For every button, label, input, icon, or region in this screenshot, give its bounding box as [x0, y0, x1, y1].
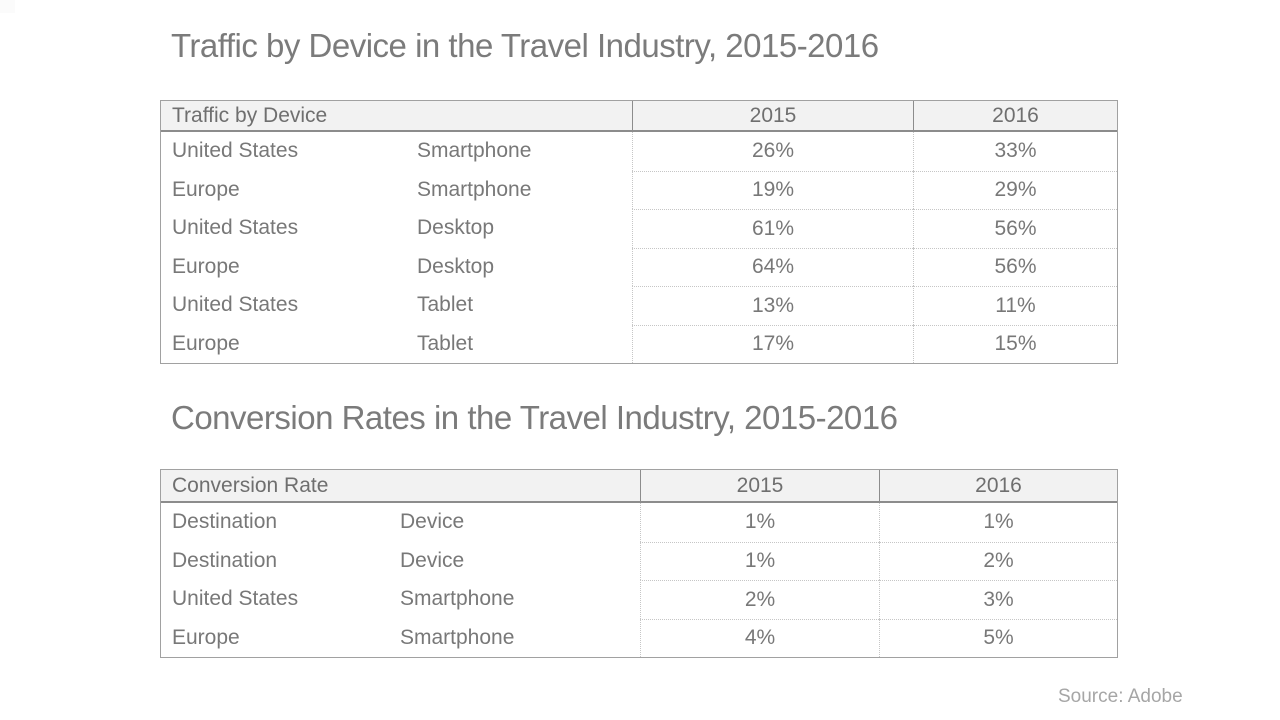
- region-cell: United States: [172, 216, 299, 240]
- value-2015-cell: 19%: [632, 170, 913, 209]
- value-2015-cell: 1%: [640, 541, 879, 580]
- conversion-table-title: Conversion Rates in the Travel Industry,…: [171, 399, 898, 436]
- device-cell: Smartphone: [417, 177, 532, 201]
- value-2016-cell: 29%: [913, 170, 1117, 209]
- traffic-table-title: Traffic by Device in the Travel Industry…: [171, 27, 879, 64]
- table-row: Europe Desktop 64% 56%: [161, 247, 1117, 286]
- conversion-table-header-row: Conversion Rate 2015 2016: [161, 470, 1117, 503]
- table-row: United States Desktop 61% 56%: [161, 209, 1117, 248]
- device-cell: Smartphone: [417, 139, 532, 163]
- value-2015-cell: 4%: [640, 618, 879, 657]
- device-cell: Tablet: [417, 331, 474, 355]
- value-2016-cell: 56%: [913, 247, 1117, 286]
- table-row: Destination Device 1% 2%: [161, 541, 1117, 580]
- table-row: Europe Smartphone 4% 5%: [161, 618, 1117, 657]
- region-cell: Europe: [172, 625, 240, 649]
- region-cell: United States: [172, 587, 299, 611]
- value-2016-cell: 11%: [913, 286, 1117, 325]
- value-2015-cell: 2%: [640, 580, 879, 619]
- device-cell: Device: [400, 510, 465, 534]
- table-row: United States Smartphone 26% 33%: [161, 132, 1117, 171]
- value-2015-cell: 13%: [632, 286, 913, 325]
- region-cell: United States: [172, 139, 299, 163]
- region-cell: Europe: [172, 331, 240, 355]
- region-cell: Europe: [172, 177, 240, 201]
- table-row: United States Tablet 13% 11%: [161, 286, 1117, 325]
- value-2015-cell: 64%: [632, 247, 913, 286]
- table-row: Europe Smartphone 19% 29%: [161, 170, 1117, 209]
- region-cell: United States: [172, 293, 299, 317]
- table-row: Destination Device 1% 1%: [161, 503, 1117, 542]
- traffic-header-label: Traffic by Device: [172, 103, 328, 127]
- device-cell: Smartphone: [400, 625, 515, 649]
- value-2016-cell: 56%: [913, 209, 1117, 248]
- traffic-table-header-row: Traffic by Device 2015 2016: [161, 101, 1117, 132]
- value-2015-cell: 26%: [632, 132, 913, 171]
- device-cell: Device: [400, 548, 465, 572]
- traffic-header-2016: 2016: [913, 101, 1117, 130]
- value-2016-cell: 33%: [913, 132, 1117, 171]
- value-2015-cell: 61%: [632, 209, 913, 248]
- value-2016-cell: 15%: [913, 324, 1117, 363]
- value-2016-cell: 1%: [879, 503, 1117, 542]
- conversion-header-2016: 2016: [879, 470, 1117, 501]
- value-2016-cell: 3%: [879, 580, 1117, 619]
- region-cell: Destination: [172, 548, 278, 572]
- source-note: Source: Adobe: [1058, 686, 1183, 707]
- value-2016-cell: 2%: [879, 541, 1117, 580]
- conversion-header-label: Conversion Rate: [172, 473, 329, 497]
- corner-artifact: [0, 0, 15, 13]
- device-cell: Smartphone: [400, 587, 515, 611]
- region-cell: Destination: [172, 510, 278, 534]
- device-cell: Desktop: [417, 254, 495, 278]
- table-row: United States Smartphone 2% 3%: [161, 580, 1117, 619]
- region-cell: Europe: [172, 254, 240, 278]
- value-2015-cell: 1%: [640, 503, 879, 542]
- table-row: Europe Tablet 17% 15%: [161, 324, 1117, 363]
- traffic-table: Traffic by Device 2015 2016 United State…: [160, 100, 1118, 364]
- value-2016-cell: 5%: [879, 618, 1117, 657]
- device-cell: Tablet: [417, 293, 474, 317]
- device-cell: Desktop: [417, 216, 495, 240]
- traffic-header-2015: 2015: [632, 101, 913, 130]
- conversion-table: Conversion Rate 2015 2016 Destination De…: [160, 469, 1118, 658]
- conversion-header-2015: 2015: [640, 470, 879, 501]
- value-2015-cell: 17%: [632, 324, 913, 363]
